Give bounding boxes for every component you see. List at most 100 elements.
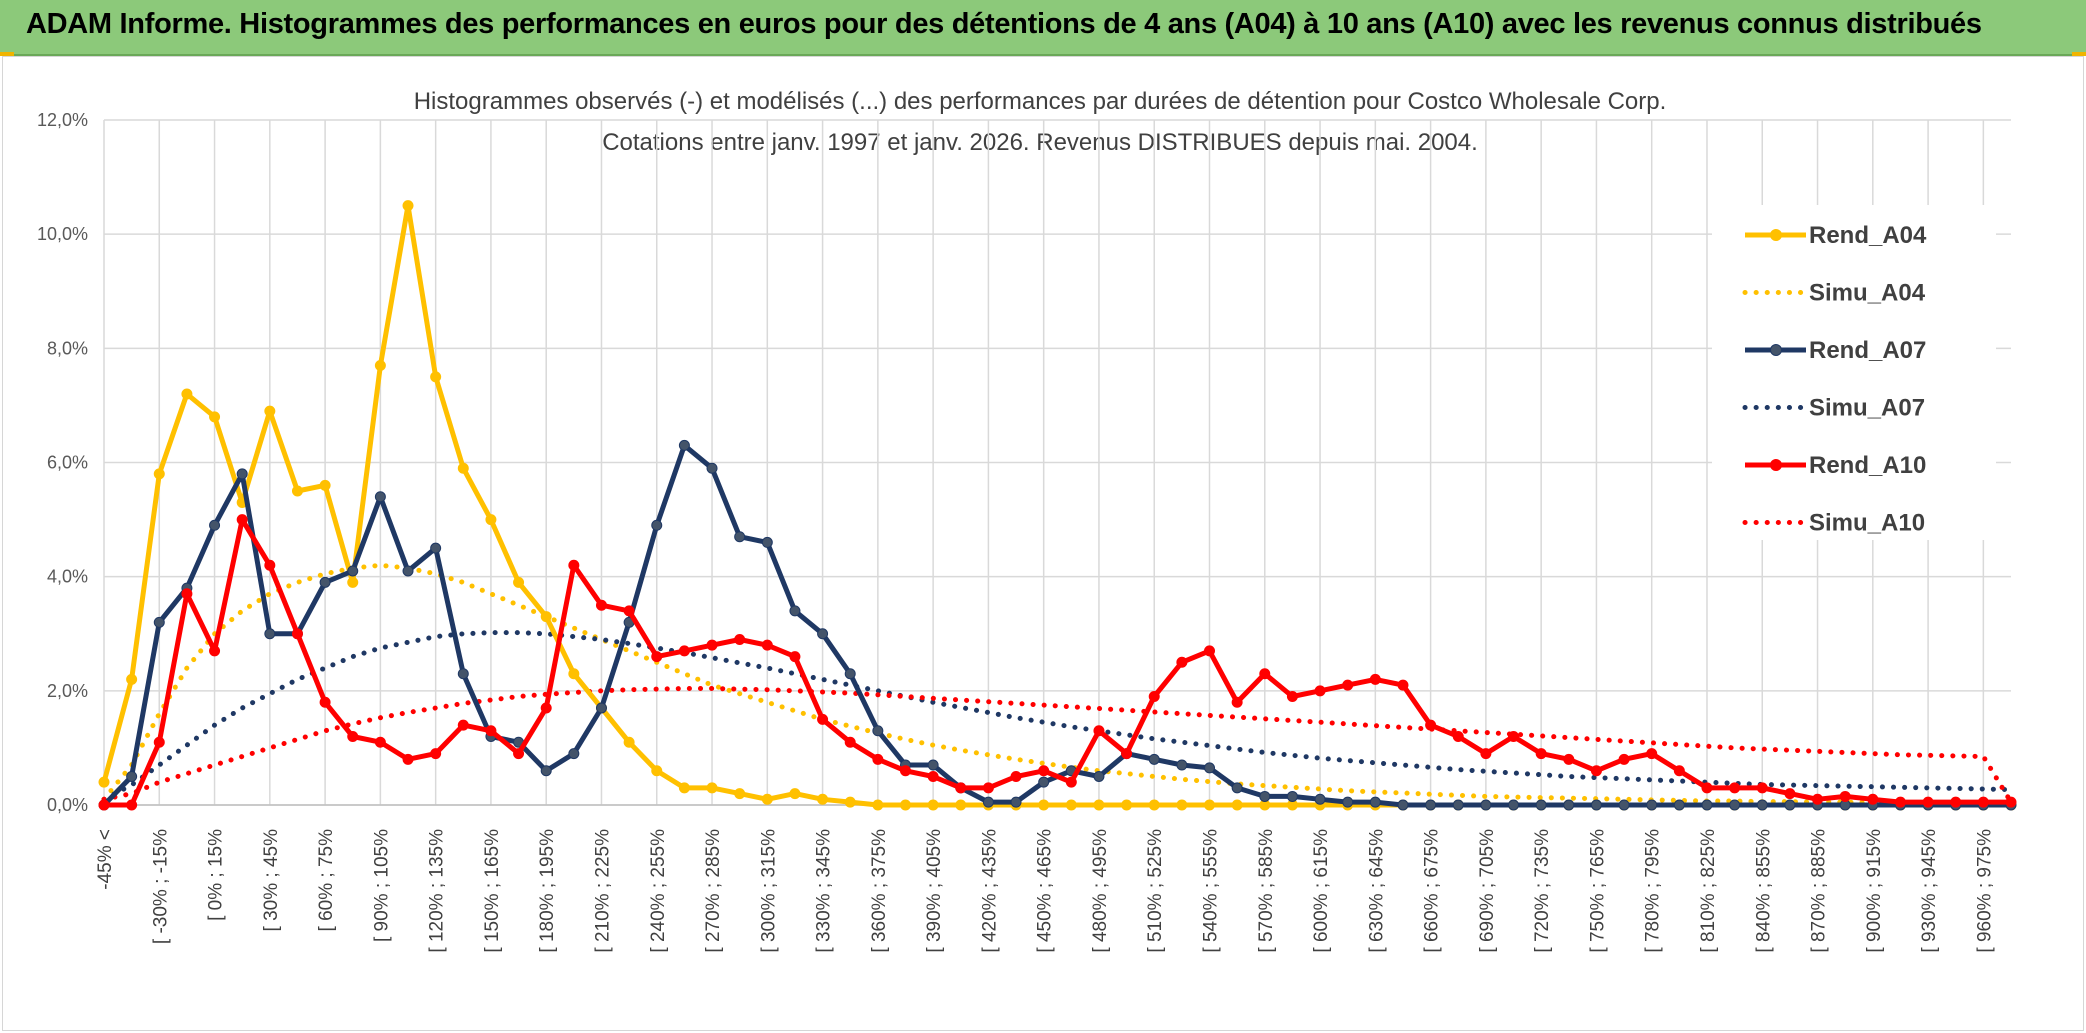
data-point-rend-a10 [1369, 673, 1381, 685]
series-line-rend-a10 [104, 517, 2011, 808]
x-tick-label: [ 660% ; 675% [1422, 829, 1443, 953]
x-tick-label: [ 870% ; 885% [1809, 829, 1830, 953]
data-point-rend-a10 [982, 782, 994, 794]
legend-label-simu-a07: Simu_A07 [1809, 395, 1925, 422]
data-point-rend-a10 [1673, 765, 1685, 777]
data-point-rend-a07 [209, 519, 221, 531]
title-banner: ADAM Informe. Histogrammes des performan… [0, 0, 2086, 56]
x-tick-label: [ 240% ; 255% [648, 829, 669, 953]
data-point-rend-a10 [402, 753, 414, 765]
data-point-rend-a04 [319, 479, 331, 491]
data-point-rend-a07 [430, 542, 442, 554]
chart-frame [2, 56, 2084, 1031]
data-point-rend-a04 [540, 611, 552, 623]
x-tick-label: -45% < [95, 829, 116, 890]
data-point-rend-a07 [595, 702, 607, 714]
data-point-rend-a04 [817, 793, 829, 805]
data-point-rend-a07 [1204, 762, 1216, 774]
data-point-rend-a04 [761, 793, 773, 805]
data-point-rend-a10 [236, 514, 248, 526]
legend-label-rend-a04: Rend_A04 [1809, 222, 1927, 249]
x-tick-label: [ 300% ; 315% [758, 829, 779, 953]
data-point-rend-a07 [457, 668, 469, 680]
data-point-rend-a07 [540, 765, 552, 777]
data-point-rend-a07 [1563, 799, 1575, 811]
chart-title: Histogrammes observés (-) et modélisés (… [414, 88, 1667, 115]
x-tick-label: [ 480% ; 495% [1090, 829, 1111, 953]
data-point-rend-a07 [264, 628, 276, 640]
data-point-rend-a10 [347, 731, 359, 742]
data-point-rend-a10 [1950, 796, 1962, 808]
data-point-rend-a10 [1286, 691, 1298, 703]
data-point-rend-a10 [1922, 796, 1934, 808]
data-point-rend-a10 [1148, 691, 1160, 703]
data-point-rend-a04 [734, 788, 746, 800]
data-point-rend-a10 [844, 736, 856, 748]
data-point-rend-a07 [817, 628, 829, 640]
legend-label-rend-a10: Rend_A10 [1809, 452, 1926, 479]
x-tick-label: [ 0% ; 15% [206, 829, 227, 921]
y-tick-label: 6,0% [47, 453, 88, 473]
x-tick-label: [ 390% ; 405% [924, 829, 945, 953]
data-point-rend-a07 [374, 491, 386, 503]
data-point-rend-a10 [927, 770, 939, 782]
data-point-rend-a07 [236, 468, 248, 480]
data-point-rend-a04 [844, 796, 856, 808]
data-point-rend-a07 [1093, 770, 1105, 782]
data-point-rend-a07 [1535, 799, 1547, 811]
data-point-rend-a10 [899, 765, 911, 777]
y-tick-label: 12,0% [37, 110, 88, 130]
data-point-rend-a10 [485, 725, 497, 737]
data-point-rend-a07 [1259, 790, 1271, 802]
data-point-rend-a10 [1729, 782, 1741, 794]
data-point-rend-a07 [568, 748, 580, 760]
data-point-rend-a10 [1867, 793, 1879, 805]
x-tick-label: [ 30% ; 45% [261, 829, 282, 932]
data-point-rend-a10 [817, 713, 829, 725]
data-point-rend-a07 [1231, 782, 1243, 794]
data-point-rend-a10 [1176, 656, 1188, 668]
data-point-rend-a10 [872, 753, 884, 765]
data-point-rend-a07 [734, 531, 746, 543]
data-point-rend-a04 [264, 405, 276, 417]
data-point-rend-a04 [1065, 799, 1077, 811]
series-line-simu-a04 [101, 562, 2014, 806]
data-point-rend-a07 [1397, 799, 1409, 811]
data-point-rend-a10 [1977, 796, 1989, 808]
data-point-rend-a04 [513, 576, 525, 588]
data-point-rend-a07 [1590, 799, 1602, 811]
legend-marker-rend-a07 [1770, 344, 1782, 356]
data-point-rend-a07 [1701, 799, 1713, 811]
data-point-rend-a07 [153, 616, 165, 628]
x-tick-label: [ 720% ; 735% [1532, 829, 1553, 953]
data-point-rend-a04 [291, 485, 303, 497]
y-tick-label: 0,0% [47, 795, 88, 815]
data-point-rend-a07 [1618, 799, 1630, 811]
y-tick-label: 2,0% [47, 681, 88, 701]
data-point-rend-a04 [568, 668, 580, 680]
x-tick-label: [ 210% ; 225% [592, 829, 613, 953]
x-tick-label: [ 60% ; 75% [316, 829, 337, 932]
data-point-rend-a07 [1369, 796, 1381, 808]
data-point-rend-a07 [678, 439, 690, 451]
x-tick-label: [ 570% ; 585% [1256, 829, 1277, 953]
x-tick-label: [ 630% ; 645% [1366, 829, 1387, 953]
data-point-rend-a07 [1452, 799, 1464, 811]
legend-marker-rend-a04 [1770, 229, 1782, 241]
x-tick-label: [ 810% ; 825% [1698, 829, 1719, 953]
data-point-rend-a07 [1176, 759, 1188, 771]
data-point-rend-a07 [761, 536, 773, 548]
data-point-rend-a10 [1425, 719, 1437, 731]
x-tick-label: [ 510% ; 525% [1145, 829, 1166, 953]
data-point-rend-a07 [1286, 790, 1298, 802]
data-point-rend-a07 [1784, 799, 1796, 811]
data-point-rend-a07 [402, 565, 414, 577]
data-point-rend-a10 [1314, 685, 1326, 697]
x-tick-label: [ 150% ; 165% [482, 829, 503, 953]
data-point-rend-a07 [872, 725, 884, 737]
data-point-rend-a10 [1065, 776, 1077, 788]
data-point-rend-a10 [1259, 668, 1271, 680]
data-point-rend-a07 [844, 668, 856, 680]
data-point-rend-a10 [651, 651, 663, 663]
